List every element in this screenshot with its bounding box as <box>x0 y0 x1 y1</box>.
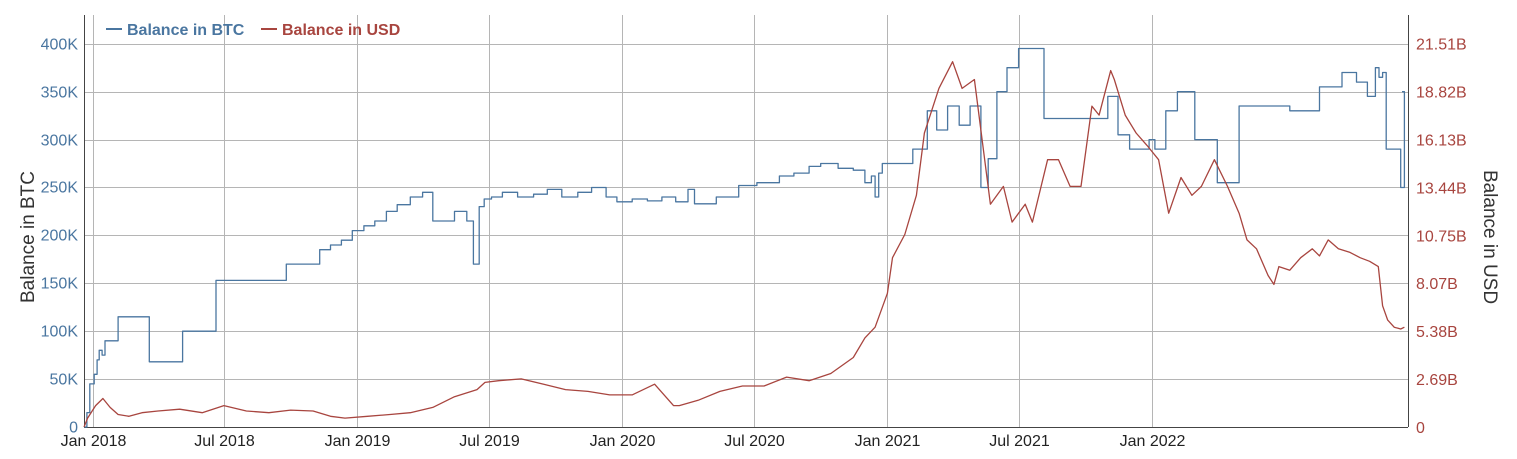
y-left-tick-label: 150K <box>41 276 79 293</box>
y-left-tick-label: 350K <box>41 85 79 102</box>
x-tick-label: Jul 2018 <box>194 433 255 450</box>
y-right-tick-label: 18.82B <box>1416 85 1467 102</box>
y-left-tick-label: 100K <box>41 324 79 341</box>
x-tick-label: Jul 2020 <box>724 433 785 450</box>
y-axis-left-title: Balance in BTC <box>18 171 39 303</box>
chart-legend: Balance in BTC Balance in USD <box>106 22 400 39</box>
axes: 0 50K 100K 150K 200K 250K 300K 350K 400K 0 2.69B 5.… <box>41 15 1467 450</box>
x-tick-label: Jan 2020 <box>590 433 656 450</box>
y-left-tick-label: 0 <box>69 420 78 437</box>
y-left-tick-label: 250K <box>41 180 79 197</box>
y-right-tick-label: 0 <box>1416 420 1425 437</box>
y-left-tick-label: 400K <box>41 37 79 54</box>
y-right-tick-label: 10.75B <box>1416 228 1467 245</box>
grid-lines <box>84 15 1408 428</box>
legend-label-btc: Balance in BTC <box>127 22 245 39</box>
y-left-tick-label: 300K <box>41 133 79 150</box>
y-axis-right-title: Balance in USD <box>1479 170 1500 304</box>
x-tick-label: Jul 2019 <box>459 433 520 450</box>
x-tick-label: Jan 2021 <box>855 433 921 450</box>
y-right-tick-label: 8.07B <box>1416 276 1458 293</box>
x-tick-label: Jan 2018 <box>61 433 127 450</box>
series-line-btc <box>84 47 1406 428</box>
y-left-tick-label: 200K <box>41 228 79 245</box>
y-left-tick-label: 50K <box>50 372 79 389</box>
y-right-tick-label: 21.51B <box>1416 37 1467 54</box>
plot-area-background <box>84 15 1408 427</box>
y-right-tick-label: 13.44B <box>1416 180 1467 197</box>
y-right-tick-label: 2.69B <box>1416 372 1458 389</box>
y-right-tick-label: 16.13B <box>1416 133 1467 150</box>
y-right-tick-label: 5.38B <box>1416 324 1458 341</box>
data-series <box>83 47 1406 428</box>
legend-item-btc[interactable]: Balance in BTC <box>106 22 245 39</box>
legend-label-usd: Balance in USD <box>282 22 400 39</box>
x-tick-label: Jan 2022 <box>1120 433 1186 450</box>
series-line-usd <box>83 61 1405 428</box>
x-tick-label: Jul 2021 <box>989 433 1050 450</box>
x-tick-label: Jan 2019 <box>325 433 391 450</box>
legend-item-usd[interactable]: Balance in USD <box>261 22 400 39</box>
